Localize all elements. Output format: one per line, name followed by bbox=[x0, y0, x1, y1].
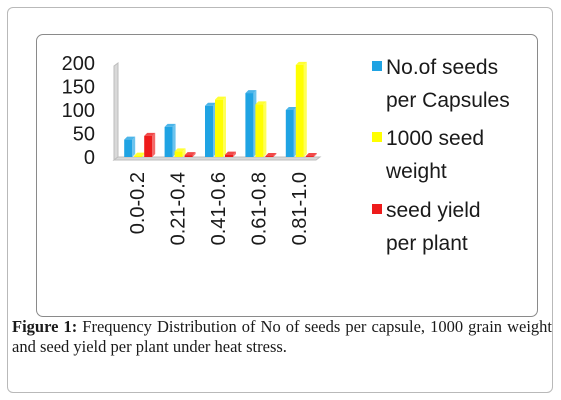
bar bbox=[305, 156, 314, 157]
caption-text: Frequency Distribution of No of seeds pe… bbox=[12, 317, 552, 356]
bar bbox=[215, 99, 223, 157]
bar-side bbox=[273, 153, 277, 157]
bar bbox=[174, 151, 183, 157]
bar-top bbox=[134, 152, 146, 156]
bar-top bbox=[295, 61, 307, 65]
bar bbox=[184, 155, 193, 157]
bar-side bbox=[263, 101, 267, 157]
bar-side bbox=[152, 132, 156, 157]
bar-top bbox=[285, 107, 297, 110]
bar-side bbox=[313, 153, 317, 157]
bar-top bbox=[174, 148, 186, 152]
bar-side bbox=[182, 148, 186, 157]
bar-top bbox=[305, 153, 317, 157]
bar-top bbox=[255, 101, 267, 105]
x-tick-label: 0.81-1.0 bbox=[289, 172, 311, 245]
bar-side bbox=[172, 123, 176, 157]
bar bbox=[255, 104, 264, 157]
y-tick-label: 150 bbox=[62, 77, 95, 99]
chart-area bbox=[36, 34, 538, 317]
x-tick-label: 0.21-0.4 bbox=[168, 172, 190, 245]
bar-side bbox=[192, 152, 196, 157]
bar-top bbox=[215, 96, 226, 100]
bar bbox=[164, 126, 173, 157]
bar-top bbox=[205, 102, 216, 106]
legend-label: weight bbox=[385, 160, 447, 183]
x-tick-label: 0.0-0.2 bbox=[127, 172, 149, 234]
y-tick-label: 100 bbox=[62, 100, 95, 122]
y-tick-label: 200 bbox=[62, 53, 95, 75]
bar bbox=[295, 64, 304, 157]
chart-floor bbox=[112, 156, 322, 161]
y-tick-label: 50 bbox=[73, 124, 95, 146]
bar bbox=[124, 139, 133, 157]
legend-label: per Capsules bbox=[386, 89, 510, 112]
bar bbox=[265, 156, 274, 157]
bar-top bbox=[164, 123, 176, 127]
legend-swatch bbox=[372, 132, 382, 142]
caption-label: Figure 1: bbox=[12, 317, 78, 336]
y-tick-label: 0 bbox=[84, 147, 95, 169]
legend-swatch bbox=[372, 204, 382, 214]
bar bbox=[245, 93, 254, 157]
bar-side bbox=[233, 151, 236, 157]
figure-caption: Figure 1: Frequency Distribution of No o… bbox=[12, 317, 552, 357]
chart-side-wall bbox=[113, 62, 119, 161]
legend-swatch bbox=[372, 61, 382, 71]
legend-label: per plant bbox=[386, 232, 468, 255]
legend-label: seed yield bbox=[386, 199, 481, 222]
bar-side bbox=[223, 96, 226, 157]
figure-frame bbox=[7, 7, 553, 393]
bar bbox=[134, 155, 143, 157]
bar-side bbox=[132, 136, 136, 157]
x-tick-label: 0.61-0.8 bbox=[248, 172, 270, 245]
bar bbox=[205, 105, 213, 157]
x-tick-label: 0.41-0.6 bbox=[208, 172, 230, 245]
bar bbox=[285, 110, 294, 157]
bar bbox=[144, 135, 153, 157]
legend-label: No.of seeds bbox=[386, 56, 498, 79]
legend-label: 1000 seed bbox=[386, 127, 484, 150]
bar-top bbox=[144, 132, 156, 136]
bar-top bbox=[124, 136, 136, 140]
bar-top bbox=[225, 151, 236, 155]
bar-top bbox=[265, 153, 277, 157]
bar bbox=[225, 154, 233, 157]
bar-top bbox=[184, 152, 196, 156]
bar-side bbox=[303, 61, 307, 157]
bar-top bbox=[245, 90, 257, 94]
